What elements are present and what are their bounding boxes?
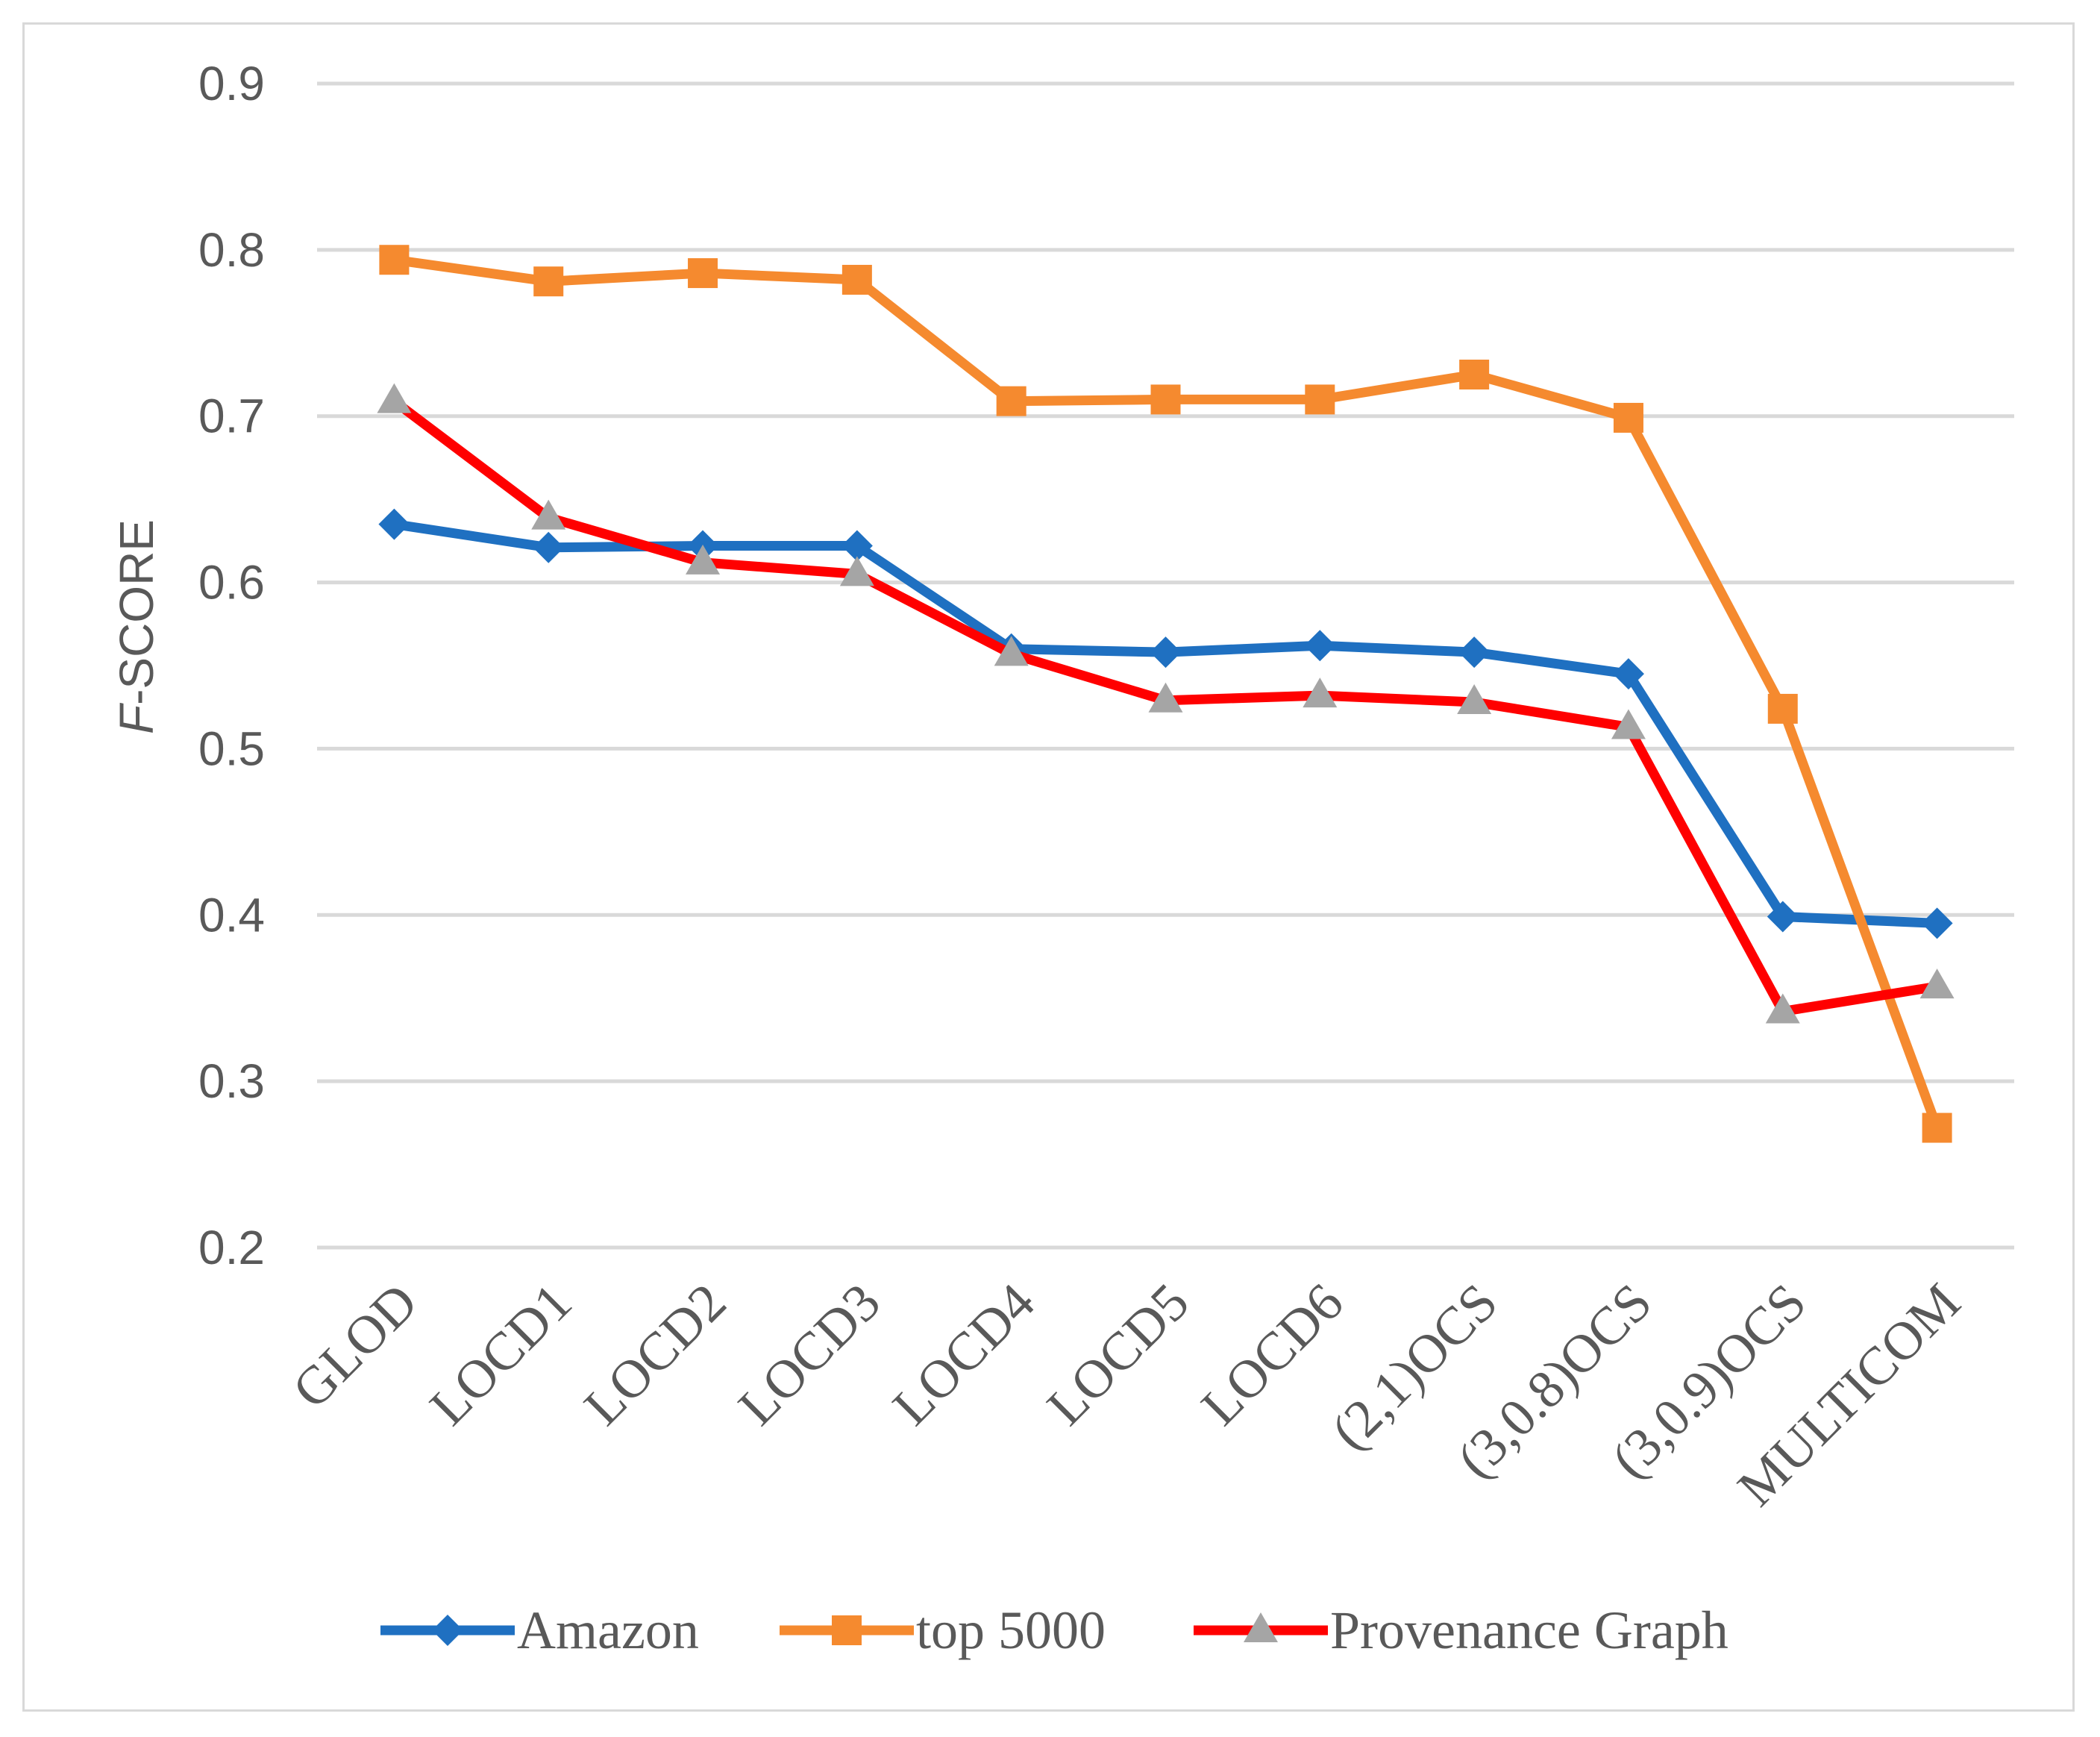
data-point [1459, 360, 1490, 389]
data-point [1458, 636, 1491, 669]
data-point [686, 544, 721, 575]
y-tick-label: 0.8 [198, 223, 265, 277]
data-point [1611, 709, 1646, 739]
data-point [1148, 682, 1183, 713]
y-tick-label: 0.9 [198, 57, 265, 110]
x-tick-label: LOCD1 [419, 1272, 583, 1437]
data-point [1457, 684, 1492, 715]
x-tick-label: LOCD3 [727, 1272, 892, 1437]
data-point [1767, 901, 1799, 933]
y-axis-title: F-SCORE [110, 519, 163, 734]
legend-item: top 5000 [780, 1600, 1106, 1660]
y-axis-title-italic: F [110, 702, 163, 734]
data-point [1303, 677, 1338, 708]
data-point [533, 266, 564, 297]
data-point [1613, 402, 1643, 433]
series-top-5000 [379, 245, 1952, 1143]
data-point [379, 245, 410, 275]
y-tick-label: 0.7 [198, 389, 265, 443]
data-point [841, 264, 872, 295]
data-point [1919, 968, 1955, 999]
y-axis-title-rest: -SCORE [110, 519, 163, 705]
data-point [1922, 1112, 1952, 1143]
data-point [378, 508, 410, 540]
data-point [1150, 384, 1181, 415]
y-tick-label: 0.2 [198, 1221, 265, 1274]
legend-label: Provenance Graph [1330, 1600, 1728, 1660]
data-point [377, 383, 412, 413]
data-point [1612, 658, 1644, 690]
data-point [688, 258, 718, 289]
data-point [1150, 636, 1182, 669]
y-tick-label: 0.5 [198, 722, 265, 775]
legend-label: top 5000 [916, 1600, 1106, 1660]
legend-item: Amazon [380, 1600, 699, 1660]
x-axis-ticks: GLODLOCD1LOCD2LOCD3LOCD4LOCD5LOCD6(2,1)O… [281, 1272, 1972, 1518]
data-point [1921, 907, 1953, 939]
data-point [1767, 693, 1798, 724]
x-tick-label: LOCD4 [881, 1272, 1046, 1437]
series-lines [377, 245, 1955, 1143]
data-point [533, 531, 565, 563]
legend-marker [432, 1615, 463, 1646]
data-point [994, 636, 1029, 666]
y-tick-label: 0.4 [198, 888, 265, 942]
data-point [531, 499, 566, 530]
data-point [841, 530, 873, 562]
data-point [1304, 630, 1336, 662]
chart-frame [22, 22, 2075, 1712]
legend-label: Amazon [517, 1600, 699, 1660]
x-tick-label: GLOD [281, 1272, 429, 1420]
legend: Amazon top 5000 Provenance Graph [380, 1600, 1728, 1660]
data-point [839, 556, 874, 586]
y-axis-ticks: 0.2 0.3 0.4 0.5 0.6 0.7 0.8 0.9 [198, 57, 265, 1274]
series-provenance-graph [377, 383, 1955, 1024]
x-tick-label: LOCD5 [1035, 1272, 1200, 1437]
x-tick-label: LOCD2 [573, 1272, 738, 1437]
data-point [996, 386, 1027, 416]
legend-item: Provenance Graph [1194, 1600, 1728, 1660]
legend-marker [832, 1615, 862, 1645]
y-tick-label: 0.6 [198, 556, 265, 610]
y-tick-label: 0.3 [198, 1054, 265, 1108]
data-point [1305, 384, 1335, 415]
series-amazon [378, 508, 1953, 939]
legend-marker [1244, 1612, 1278, 1642]
data-point [1765, 993, 1800, 1024]
